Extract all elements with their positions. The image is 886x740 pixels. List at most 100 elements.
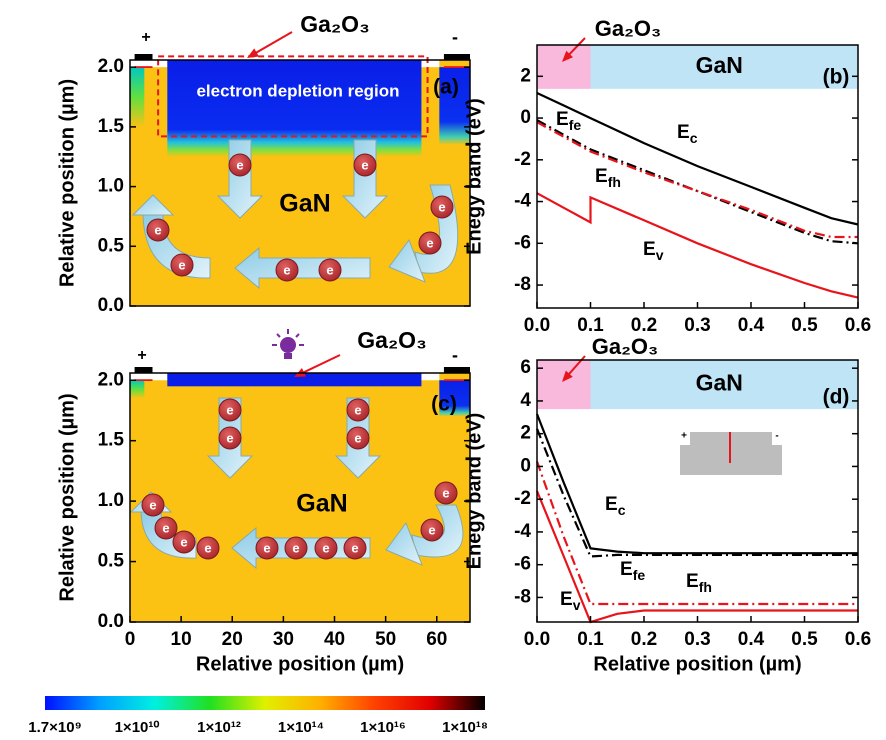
series-label-sub: fh xyxy=(699,579,712,595)
material-region xyxy=(590,45,858,89)
y-tick-label: 6 xyxy=(520,357,531,378)
x-tick-label: 0.1 xyxy=(577,629,604,650)
plus-label: + xyxy=(137,347,146,364)
plus-label: + xyxy=(141,29,150,46)
electron xyxy=(275,258,299,282)
electron-label: e xyxy=(292,540,299,555)
region-label: Ga₂O₃ xyxy=(595,16,661,41)
series-label: Ev xyxy=(560,589,581,613)
x-tick-label: 30 xyxy=(273,629,294,650)
x-axis-label: Relative position (µm) xyxy=(196,653,404,675)
y-tick-label: -4 xyxy=(514,191,531,212)
y-tick-label: 4 xyxy=(520,390,531,411)
electron xyxy=(346,426,370,450)
band-line xyxy=(535,461,858,606)
x-tick-label: 10 xyxy=(171,629,192,650)
electron xyxy=(172,530,196,554)
electron-label: e xyxy=(162,520,169,535)
electron xyxy=(218,426,242,450)
surface-gap xyxy=(421,60,440,68)
series-label-main: E xyxy=(560,589,573,610)
pointer-arrow-head xyxy=(562,50,574,62)
colorbar-label: 1×10¹⁴ xyxy=(278,719,324,736)
electrode-cap xyxy=(443,367,470,373)
pointer-arrow-head xyxy=(562,370,573,382)
electron-label: e xyxy=(354,402,361,417)
plot-bg xyxy=(537,45,858,308)
left-contact-region xyxy=(130,67,145,127)
y-tick-label: 0 xyxy=(520,455,531,476)
gan-bulk xyxy=(130,373,470,622)
electron-label: e xyxy=(442,485,449,500)
oxide-label: Ga₂O₃ xyxy=(357,327,426,353)
x-tick-label: 0.0 xyxy=(524,629,550,650)
y-tick-label: -6 xyxy=(514,554,531,575)
electron xyxy=(353,153,377,177)
x-tick-label: 20 xyxy=(222,629,243,650)
band-line xyxy=(535,428,858,558)
y-axis-label: Enegy band (eV) xyxy=(463,98,485,255)
series-label-main: E xyxy=(677,122,690,143)
electron-label: e xyxy=(236,157,243,172)
series-label: Efh xyxy=(595,166,621,190)
pointer-arrow xyxy=(253,31,293,55)
flow-arrow-head xyxy=(385,521,423,566)
x-tick-label: 0.5 xyxy=(791,629,818,650)
surface-gap xyxy=(421,373,440,381)
pointer-arrow xyxy=(300,354,341,375)
y-tick-label: 2 xyxy=(520,65,531,86)
electron-label: e xyxy=(226,402,233,417)
electrode xyxy=(134,66,153,68)
electron-label: e xyxy=(283,262,290,277)
electron xyxy=(418,231,442,255)
series-label: Efe xyxy=(556,109,581,133)
electron xyxy=(434,481,458,505)
left-contact-region xyxy=(130,380,145,399)
series-label: Ec xyxy=(677,122,698,146)
panel-label: (b) xyxy=(823,66,850,89)
x-tick-label: 0.2 xyxy=(631,315,657,336)
colorbar-label: 1×10¹⁰ xyxy=(115,719,160,736)
y-tick-label: 2.0 xyxy=(98,56,124,77)
inset-plus: + xyxy=(681,431,687,442)
plot-frame xyxy=(129,372,471,623)
electron-label: e xyxy=(263,540,270,555)
electrode xyxy=(134,379,153,381)
electron-label: e xyxy=(326,262,333,277)
minus-label: - xyxy=(452,345,458,365)
y-tick-label: 1.5 xyxy=(98,116,125,137)
panel-label: (c) xyxy=(431,393,457,416)
electron xyxy=(343,536,367,560)
y-axis-label: Relative position (µm) xyxy=(56,393,78,601)
depletion-region xyxy=(167,60,422,157)
panel-label: (a) xyxy=(433,76,459,99)
series-label-main: E xyxy=(686,571,699,592)
series-label-main: E xyxy=(556,109,569,130)
series-label-main: E xyxy=(605,494,618,515)
region-label: GaN xyxy=(696,370,743,396)
light-bulb-base xyxy=(284,353,292,359)
electrode-cap xyxy=(443,54,470,60)
y-tick-label: -4 xyxy=(514,521,531,542)
material-region xyxy=(590,360,858,410)
electrode xyxy=(443,66,470,68)
electron-label: e xyxy=(180,534,187,549)
electron-label: e xyxy=(154,222,161,237)
series-label-sub: fh xyxy=(608,174,621,190)
colorbar-label: 1×10¹⁸ xyxy=(442,719,488,736)
y-tick-label: -8 xyxy=(514,274,531,295)
material-region xyxy=(537,45,591,89)
x-tick-label: 60 xyxy=(426,629,447,650)
gan-label: GaN xyxy=(296,490,347,518)
series-label-main: E xyxy=(595,166,608,187)
colorbar-label: 1×10¹² xyxy=(197,719,241,736)
series-label: Efe xyxy=(620,559,645,583)
electron-label: e xyxy=(204,540,211,555)
surface-gap xyxy=(130,60,168,68)
x-tick-label: 0.3 xyxy=(684,315,710,336)
electron-label: e xyxy=(322,540,329,555)
electron-label: e xyxy=(354,430,361,445)
x-tick-label: 0 xyxy=(125,629,136,650)
region-label: GaN xyxy=(696,52,743,78)
electron xyxy=(141,493,165,517)
